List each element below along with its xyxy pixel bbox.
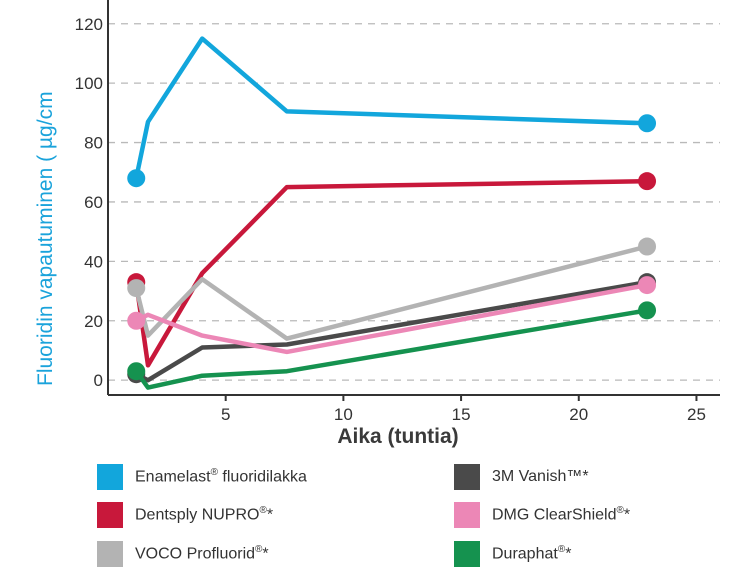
data-point-2-5 <box>638 172 657 191</box>
series-group <box>127 36 657 390</box>
legend-swatch <box>97 502 123 528</box>
legend-swatch <box>97 541 123 567</box>
y-tick-label-0: 0 <box>94 371 103 390</box>
legend-label: Enamelast® fluoridilakka <box>135 467 307 486</box>
legend-label: VOCO Profluorid®* <box>135 544 269 563</box>
data-point-3-1 <box>127 279 146 298</box>
y-tick-label-120: 120 <box>75 15 103 34</box>
data-point-5-5 <box>638 276 657 295</box>
y-axis-title: Fluoridin vapautuminen ( µg/cm <box>34 91 57 386</box>
x-tick-label-25: 25 <box>687 405 706 424</box>
series-line-6 <box>133 308 650 390</box>
legend-swatch <box>454 502 480 528</box>
legend-item: Enamelast® fluoridilakka <box>97 464 307 490</box>
legend-item: Duraphat®* <box>454 541 571 567</box>
x-tick-label-15: 15 <box>452 405 471 424</box>
y-tick-label-100: 100 <box>75 74 103 93</box>
legend-label: 3M Vanish™* <box>492 468 589 485</box>
legend-item: DMG ClearShield®* <box>454 502 630 528</box>
legend-label: Dentsply NUPRO®* <box>135 505 274 524</box>
x-tick-label-10: 10 <box>334 405 353 424</box>
data-point-6-5 <box>638 301 657 320</box>
axes: 0 20 40 60 80 100 120 5 10 15 20 25 <box>75 0 720 424</box>
data-point-1-5 <box>638 114 657 133</box>
y-tick-label-40: 40 <box>84 252 103 271</box>
data-point-6-1 <box>127 362 146 381</box>
x-tick-label-20: 20 <box>569 405 588 424</box>
legend-item: Dentsply NUPRO®* <box>97 502 273 528</box>
series-line-2 <box>133 178 650 368</box>
x-axis-title: Aika (tuntia) <box>337 425 458 448</box>
y-tick-label-80: 80 <box>84 134 103 153</box>
data-point-1-1 <box>127 169 146 188</box>
x-tick-label-5: 5 <box>221 405 230 424</box>
legend-swatch <box>454 541 480 567</box>
y-tick-label-60: 60 <box>84 193 103 212</box>
data-point-3-5 <box>638 237 657 256</box>
series-line-1 <box>133 36 650 181</box>
legend-item: VOCO Profluorid®* <box>97 541 269 567</box>
data-point-5-1 <box>127 311 146 330</box>
y-tick-label-20: 20 <box>84 312 103 331</box>
legend-label: Duraphat®* <box>492 544 572 563</box>
legend-label: DMG ClearShield®* <box>492 505 631 524</box>
legend-swatch <box>97 464 123 490</box>
legend-swatch <box>454 464 480 490</box>
legend-item: 3M Vanish™* <box>454 464 589 490</box>
